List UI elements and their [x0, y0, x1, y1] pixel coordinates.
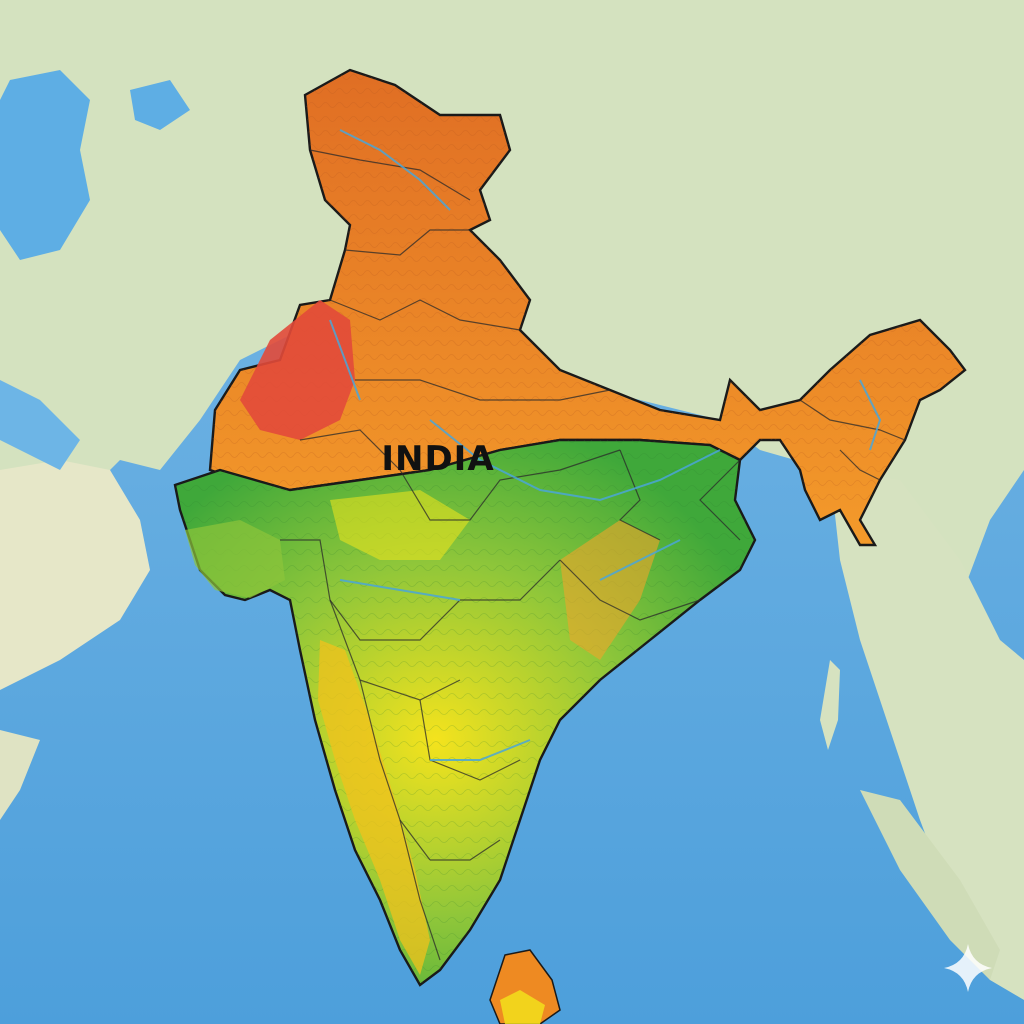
- persian-gulf: [0, 380, 80, 470]
- sparkle-icon: [944, 944, 992, 992]
- rivers: [329, 129, 882, 761]
- malay-peninsula: [860, 790, 1000, 980]
- country-label: INDIA: [381, 439, 494, 479]
- andaman-islands: [820, 660, 840, 750]
- thar-highland-red: [240, 300, 355, 440]
- inland-lake: [130, 80, 190, 130]
- sri-lanka-lowland: [500, 990, 545, 1024]
- eastern-ghats: [560, 520, 660, 660]
- horn-of-africa: [0, 730, 40, 820]
- arabian-peninsula: [0, 460, 150, 690]
- western-ghats: [318, 640, 430, 975]
- myanmar-region: [830, 470, 1024, 1000]
- inland-sea: [0, 70, 90, 260]
- state-borders: [280, 149, 906, 961]
- gujarat-peninsula: [185, 520, 285, 598]
- central-uplands: [330, 490, 470, 560]
